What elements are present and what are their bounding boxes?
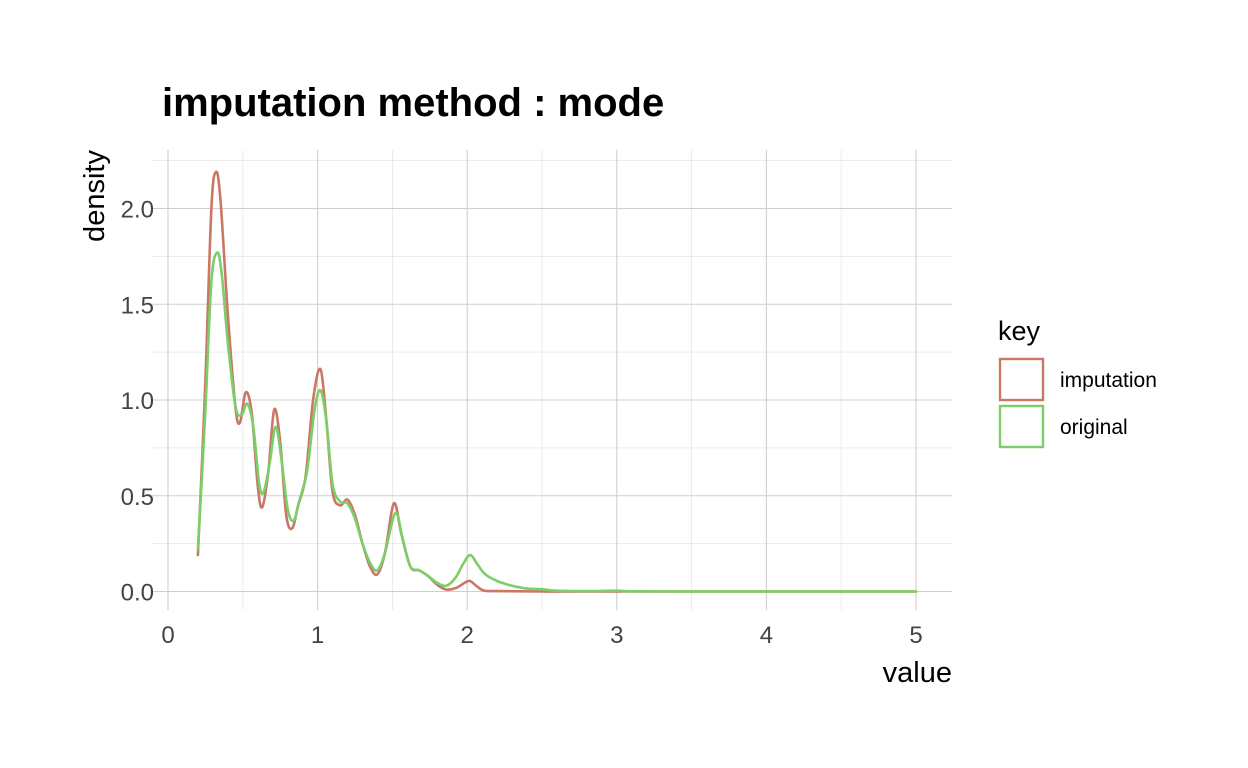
y-tick-label: 0.5: [121, 484, 154, 511]
legend-title: key: [998, 316, 1041, 346]
legend-key-imputation: [998, 357, 1045, 402]
series-line-original: [196, 251, 918, 593]
legend-label-imputation: imputation: [1060, 369, 1157, 392]
y-tick-label: 1.0: [121, 388, 154, 415]
chart-title: imputation method : mode: [162, 81, 664, 125]
y-axis-title: density: [79, 150, 111, 242]
legend-label-original: original: [1060, 416, 1128, 439]
x-tick-label: 1: [311, 622, 324, 649]
x-tick-label: 5: [909, 622, 922, 649]
plot-grid: [152, 150, 952, 610]
series-line-imputation: [196, 170, 918, 593]
x-tick-label: 3: [610, 622, 623, 649]
x-tick-label: 4: [760, 622, 773, 649]
legend: key imputation original: [998, 316, 1157, 449]
x-tick-label: 2: [461, 622, 474, 649]
axis-ticks: 0 1 2 3 4 5 0.0 0.5 1.0 1.5 2.0: [121, 197, 923, 650]
x-tick-label: 0: [161, 622, 174, 649]
x-axis-title: value: [883, 657, 952, 689]
y-tick-label: 0.0: [121, 580, 154, 607]
y-tick-label: 2.0: [121, 197, 154, 224]
y-tick-label: 1.5: [121, 292, 154, 319]
density-lines: [196, 170, 918, 593]
legend-key-original: [998, 404, 1045, 449]
